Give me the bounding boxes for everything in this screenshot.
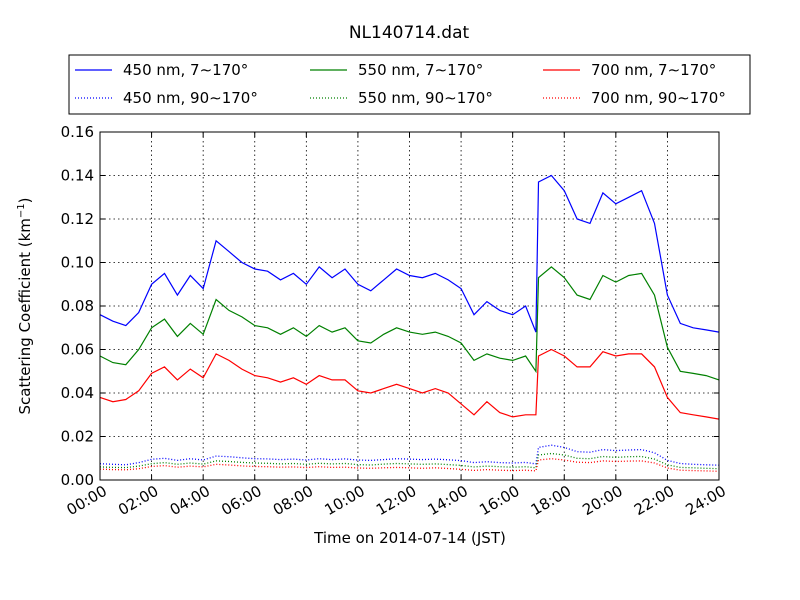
plot-frame [99, 131, 720, 481]
x-tick-label: 10:00 [321, 482, 367, 519]
series-lines [99, 174, 720, 472]
x-tick-label: 14:00 [425, 482, 471, 519]
x-tick-label: 18:00 [528, 482, 574, 519]
chart-title: NL140714.dat [349, 23, 470, 43]
series-line-4 [99, 444, 720, 466]
y-tick-label: 0.00 [61, 471, 94, 489]
legend: 450 nm, 7∼170° 550 nm, 7∼170° 700 nm, 7∼17… [68, 54, 751, 115]
legend-label-1: 450 nm, 7∼170° [123, 61, 248, 79]
x-tick-label: 22:00 [631, 482, 677, 519]
y-tick-label: 0.08 [61, 297, 94, 315]
y-tick-label: 0.12 [61, 210, 94, 228]
y-axis-label: Scattering Coefficient (km−1) [16, 197, 34, 414]
series-line-3 [99, 348, 720, 420]
x-tick-label: 02:00 [115, 482, 161, 519]
legend-label-3: 700 nm, 7∼170° [591, 61, 716, 79]
series-line-6 [99, 458, 720, 472]
legend-box [68, 54, 751, 115]
y-tick-label: 0.16 [61, 123, 94, 141]
y-axis-label-superscript: −1 [16, 203, 27, 218]
x-tick-label: 24:00 [683, 482, 729, 519]
y-tick-label: 0.14 [61, 167, 94, 185]
x-tick-label: 20:00 [579, 482, 625, 519]
x-tick-label: 12:00 [373, 482, 419, 519]
ticks [99, 131, 720, 481]
series-line-2 [99, 266, 720, 381]
y-tick-label: 0.02 [61, 428, 94, 446]
y-tick-label: 0.06 [61, 341, 94, 359]
legend-label-2: 550 nm, 7∼170° [358, 61, 483, 79]
y-tick-labels: 0.00 0.02 0.04 0.06 0.08 0.10 0.12 0.14 0.16 [61, 123, 94, 489]
x-tick-label: 16:00 [476, 482, 522, 519]
grid [100, 132, 719, 480]
x-tick-label: 08:00 [270, 482, 316, 519]
y-tick-label: 0.04 [61, 384, 94, 402]
x-tick-labels: 00:00 02:00 04:00 06:00 08:00 10:00 12:00 14:00… [64, 482, 729, 519]
legend-label-6: 700 nm, 90∼170° [591, 89, 726, 107]
y-axis-label-main: Scattering Coefficient (km [16, 218, 34, 414]
y-axis-label-end: ) [16, 197, 34, 203]
x-tick-label: 04:00 [167, 482, 213, 519]
x-tick-label: 06:00 [218, 482, 264, 519]
y-tick-label: 0.10 [61, 254, 94, 272]
x-axis-label: Time on 2014-07-14 (JST) [313, 529, 506, 547]
series-line-1 [99, 174, 720, 333]
legend-label-5: 550 nm, 90∼170° [358, 89, 493, 107]
legend-label-4: 450 nm, 90∼170° [123, 89, 258, 107]
